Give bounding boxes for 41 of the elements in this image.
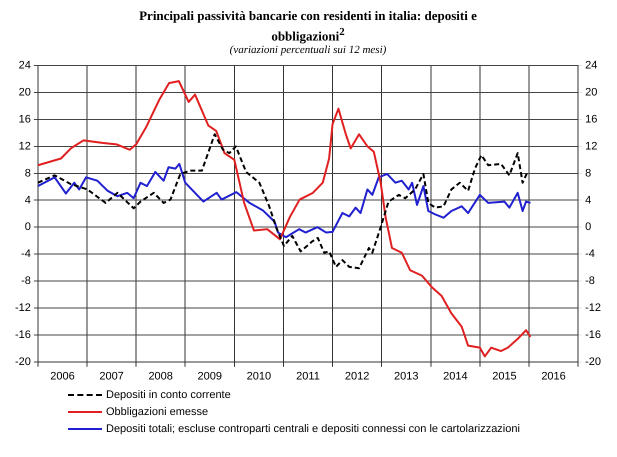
y2-tick-label: 24 bbox=[585, 60, 598, 72]
legend-label: Depositi in conto corrente bbox=[106, 388, 231, 401]
y2-tick-label: -16 bbox=[585, 329, 602, 342]
y-tick-label: -20 bbox=[14, 356, 31, 368]
x-tick-label: 2011 bbox=[296, 370, 320, 383]
y-tick-label: 8 bbox=[24, 168, 31, 180]
y-tick-label: 24 bbox=[18, 60, 31, 72]
y2-tick-label: 12 bbox=[585, 140, 598, 153]
y-tick-label: 20 bbox=[18, 86, 31, 99]
y2-tick-label: 20 bbox=[585, 86, 598, 99]
x-tick-label: 2014 bbox=[443, 370, 468, 383]
x-tick-label: 2007 bbox=[99, 370, 124, 383]
x-tick-label: 2006 bbox=[50, 370, 75, 383]
y2-tick-label: -20 bbox=[585, 356, 602, 368]
y-tick-label: 16 bbox=[18, 114, 31, 126]
y-tick-label: -8 bbox=[21, 275, 31, 288]
x-tick-label: 2010 bbox=[246, 370, 272, 383]
y2-tick-label: -8 bbox=[585, 275, 595, 288]
y-tick-label: 0 bbox=[24, 222, 31, 234]
x-tick-label: 2012 bbox=[344, 370, 370, 383]
y2-tick-label: -4 bbox=[585, 248, 595, 260]
chart-title: Principali passività bancarie con residenti in italia: depositi e obbligazioni$^{2}$ bbox=[138, 8, 478, 44]
y2-tick-label: 8 bbox=[585, 168, 592, 180]
x-tick-label: 2015 bbox=[492, 370, 517, 383]
y-tick-label: -4 bbox=[21, 248, 31, 260]
x-tick-label: 2009 bbox=[198, 370, 222, 383]
x-tick-label: 2016 bbox=[541, 370, 566, 383]
x-tick-label: 2008 bbox=[148, 370, 173, 383]
y-tick-label: -12 bbox=[14, 302, 31, 314]
y2-tick-label: 4 bbox=[585, 194, 592, 207]
y-tick-label: 4 bbox=[24, 194, 31, 207]
y2-tick-label: -12 bbox=[585, 302, 602, 314]
legend-label: Depositi totali; escluse controparti centrali e depositi connessi con le cartolarizzazioni bbox=[106, 422, 520, 435]
x-tick-label: 2013 bbox=[394, 370, 418, 383]
chart-subtitle: (variazioni percentuali sui 12 mesi) bbox=[228, 44, 388, 56]
y2-tick-label: 0 bbox=[585, 222, 592, 234]
y2-tick-label: 16 bbox=[585, 114, 598, 126]
y-tick-label: 12 bbox=[18, 140, 31, 153]
y-tick-label: -16 bbox=[14, 329, 31, 342]
line-series bbox=[38, 134, 529, 270]
legend-label: Obbligazioni emesse bbox=[106, 406, 208, 418]
